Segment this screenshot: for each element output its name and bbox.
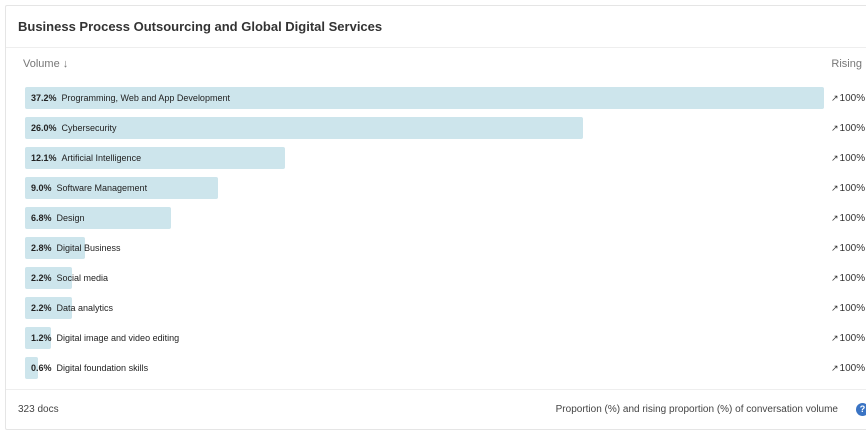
topic-name: Programming, Web and App Development: [61, 93, 230, 103]
column-headers: Volume ↓ Rising: [23, 58, 862, 76]
volume-bar: [25, 357, 38, 379]
topic-percent: 12.1%: [31, 153, 57, 163]
trend-up-icon: ↗: [831, 333, 839, 343]
topic-percent: 26.0%: [31, 123, 57, 133]
topic-name: Digital foundation skills: [56, 363, 149, 373]
question-circle-icon[interactable]: ?: [856, 403, 866, 416]
topic-percent: 2.2%: [31, 273, 52, 283]
volume-bar: [25, 177, 219, 199]
topic-label: 9.0% Software Management: [31, 177, 147, 199]
topic-row[interactable]: 12.1% Artificial Intelligence ↗100%: [25, 145, 866, 175]
topic-label: 2.8% Digital Business: [31, 237, 121, 259]
volume-bar: [25, 207, 172, 229]
volume-bar: [25, 327, 51, 349]
topic-label: 2.2% Social media: [31, 267, 108, 289]
footer-note: Proportion (%) and rising proportion (%)…: [555, 404, 838, 415]
rising-value: ↗100%: [831, 147, 865, 169]
trend-up-icon: ↗: [831, 303, 839, 313]
topic-percent: 9.0%: [31, 183, 52, 193]
rising-percent: 100%: [839, 213, 866, 224]
trend-up-icon: ↗: [831, 273, 839, 283]
topic-label: 37.2% Programming, Web and App Developmen…: [31, 87, 230, 109]
card-title: Business Process Outsourcing and Global …: [18, 19, 383, 34]
topic-row[interactable]: 37.2% Programming, Web and App Developmen…: [25, 85, 866, 115]
topic-label: 26.0% Cybersecurity: [31, 117, 117, 139]
topic-percent: 1.2%: [31, 333, 52, 343]
rising-value: ↗100%: [831, 237, 865, 259]
trend-up-icon: ↗: [831, 93, 839, 103]
topic-row[interactable]: 0.6% Digital foundation skills ↗100%: [25, 355, 866, 385]
rising-percent: 100%: [839, 303, 866, 314]
rising-value: ↗100%: [831, 177, 865, 199]
topic-name: Digital image and video editing: [56, 333, 180, 343]
topic-row[interactable]: 9.0% Software Management ↗100%: [25, 175, 866, 205]
topic-name: Social media: [56, 273, 109, 283]
topic-percent: 0.6%: [31, 363, 52, 373]
topic-name: Cybersecurity: [61, 123, 117, 133]
topic-row[interactable]: 26.0% Cybersecurity ↗100%: [25, 115, 866, 145]
topic-row[interactable]: 2.2% Data analytics ↗100%: [25, 295, 866, 325]
rising-percent: 100%: [839, 273, 866, 284]
rising-percent: 100%: [839, 183, 866, 194]
topic-percent: 2.2%: [31, 303, 52, 313]
trend-up-icon: ↗: [831, 363, 839, 373]
topic-name: Digital Business: [56, 243, 121, 253]
topic-row[interactable]: 1.2% Digital image and video editing ↗100%: [25, 325, 866, 355]
topic-label: 6.8% Design: [31, 207, 85, 229]
topic-volume-card: Business Process Outsourcing and Global …: [5, 5, 866, 430]
topic-row[interactable]: 2.8% Digital Business ↗100%: [25, 235, 866, 265]
card-footer: 323 docs Proportion (%) and rising propo…: [6, 389, 866, 430]
rising-value: ↗100%: [831, 267, 865, 289]
rising-percent: 100%: [839, 153, 866, 164]
topic-label: 1.2% Digital image and video editing: [31, 327, 179, 349]
rising-percent: 100%: [839, 93, 866, 104]
topic-name: Artificial Intelligence: [61, 153, 142, 163]
topic-row[interactable]: 2.2% Social media ↗100%: [25, 265, 866, 295]
trend-up-icon: ↗: [831, 183, 839, 193]
trend-up-icon: ↗: [831, 123, 839, 133]
topic-label: 2.2% Data analytics: [31, 297, 113, 319]
volume-bar: [25, 237, 86, 259]
volume-bar: [25, 117, 584, 139]
topic-list: 37.2% Programming, Web and App Developmen…: [25, 85, 866, 385]
topic-percent: 37.2%: [31, 93, 57, 103]
topic-name: Data analytics: [56, 303, 114, 313]
topic-name: Software Management: [56, 183, 148, 193]
rising-percent: 100%: [839, 333, 866, 344]
volume-bar: [25, 147, 285, 169]
rising-value: ↗100%: [831, 357, 865, 379]
rising-value: ↗100%: [831, 117, 865, 139]
topic-percent: 2.8%: [31, 243, 52, 253]
rising-header[interactable]: Rising: [831, 58, 862, 70]
topic-percent: 6.8%: [31, 213, 52, 223]
rising-value: ↗100%: [831, 297, 865, 319]
topic-row[interactable]: 6.8% Design ↗100%: [25, 205, 866, 235]
volume-bar: [25, 267, 73, 289]
rising-percent: 100%: [839, 243, 866, 254]
trend-up-icon: ↗: [831, 243, 839, 253]
trend-up-icon: ↗: [831, 153, 839, 163]
rising-value: ↗100%: [831, 327, 865, 349]
rising-value: ↗100%: [831, 207, 865, 229]
topic-name: Design: [56, 213, 85, 223]
rising-percent: 100%: [839, 363, 866, 374]
rising-percent: 100%: [839, 123, 866, 134]
topic-label: 12.1% Artificial Intelligence: [31, 147, 141, 169]
rising-value: ↗100%: [831, 87, 865, 109]
trend-up-icon: ↗: [831, 213, 839, 223]
doc-count: 323 docs: [18, 404, 59, 415]
volume-bar: [25, 87, 824, 109]
volume-sort-header[interactable]: Volume ↓: [23, 58, 69, 70]
volume-bar: [25, 297, 73, 319]
topic-label: 0.6% Digital foundation skills: [31, 357, 148, 379]
card-header: Business Process Outsourcing and Global …: [6, 6, 866, 48]
